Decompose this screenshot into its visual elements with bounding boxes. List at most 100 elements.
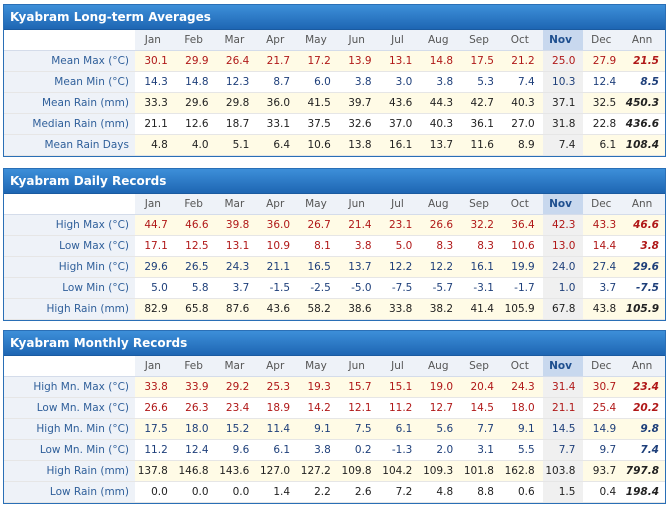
- annual-cell: 23.4: [624, 376, 665, 398]
- value-cell: 2.0: [420, 439, 462, 461]
- month-header[interactable]: Sep: [461, 30, 502, 51]
- value-cell: 15.7: [338, 376, 380, 398]
- annual-cell: 7.4: [624, 439, 665, 461]
- value-cell: 5.1: [216, 134, 258, 156]
- month-header[interactable]: Jun: [338, 194, 380, 215]
- month-header[interactable]: Apr: [257, 356, 299, 377]
- value-cell: 36.4: [501, 214, 543, 236]
- month-header[interactable]: Jan: [135, 194, 176, 215]
- value-cell: 67.8: [542, 298, 584, 320]
- value-cell: 22.8: [583, 113, 625, 135]
- value-cell: 16.5: [298, 256, 339, 278]
- value-cell: -1.5: [257, 277, 299, 299]
- table-row: Low Max (°C) 17.1 12.5 13.1 10.9 8.1 3.8 5.0 8.3…: [4, 235, 665, 257]
- month-header[interactable]: Jan: [135, 356, 176, 377]
- value-cell: 6.1: [379, 418, 421, 440]
- value-cell: 32.5: [583, 92, 625, 114]
- value-cell: 42.3: [542, 214, 584, 236]
- month-header[interactable]: Mar: [216, 30, 258, 51]
- month-header[interactable]: Nov: [542, 30, 584, 51]
- table-row: Mean Rain (mm) 33.3 29.6 29.8 36.0 41.5 39.7 43…: [4, 92, 665, 114]
- month-header[interactable]: Jul: [379, 30, 421, 51]
- month-header[interactable]: Aug: [420, 194, 462, 215]
- value-cell: 127.0: [257, 460, 299, 482]
- month-header[interactable]: Aug: [420, 30, 462, 51]
- value-cell: 18.9: [257, 397, 299, 419]
- month-header[interactable]: Sep: [461, 194, 502, 215]
- month-header[interactable]: Jan: [135, 30, 176, 51]
- table-row: High Min (°C) 29.6 26.5 24.3 21.1 16.5 13.7 12.…: [4, 256, 665, 278]
- value-cell: 13.9: [338, 50, 380, 72]
- month-header[interactable]: May: [298, 30, 339, 51]
- month-header[interactable]: Feb: [175, 30, 217, 51]
- value-cell: 13.7: [338, 256, 380, 278]
- month-header[interactable]: Nov: [542, 194, 584, 215]
- month-header[interactable]: Dec: [583, 356, 625, 377]
- month-header[interactable]: Jul: [379, 356, 421, 377]
- value-cell: 5.5: [501, 439, 543, 461]
- value-cell: 43.3: [583, 214, 625, 236]
- row-label: High Mn. Max (°C): [4, 376, 135, 398]
- value-cell: 43.6: [379, 92, 421, 114]
- month-header[interactable]: Mar: [216, 194, 258, 215]
- month-header[interactable]: Nov: [542, 356, 584, 377]
- value-cell: 19.9: [501, 256, 543, 278]
- month-header[interactable]: Dec: [583, 30, 625, 51]
- month-header[interactable]: Apr: [257, 194, 299, 215]
- value-cell: -5.0: [338, 277, 380, 299]
- month-header[interactable]: Jun: [338, 30, 380, 51]
- month-header[interactable]: Oct: [501, 356, 543, 377]
- month-header[interactable]: Oct: [501, 194, 543, 215]
- value-cell: 41.5: [298, 92, 339, 114]
- value-cell: 24.3: [216, 256, 258, 278]
- value-cell: 26.6: [135, 397, 176, 419]
- table-row: Mean Max (°C) 30.1 29.9 26.4 21.7 17.2 13.9 13.…: [4, 50, 665, 72]
- value-cell: 7.5: [338, 418, 380, 440]
- value-cell: 36.0: [257, 92, 299, 114]
- panel-1: Kyabram Daily Records Jan Feb Mar Apr May Jun J…: [3, 168, 666, 321]
- value-cell: 3.1: [461, 439, 502, 461]
- value-cell: 21.1: [135, 113, 176, 135]
- table-row: High Mn. Max (°C) 33.8 33.9 29.2 25.3 19.3 15.…: [4, 376, 665, 398]
- value-cell: 12.6: [175, 113, 217, 135]
- row-label: Median Rain (mm): [4, 113, 135, 135]
- month-header[interactable]: Dec: [583, 194, 625, 215]
- value-cell: 11.6: [461, 134, 502, 156]
- value-cell: 33.8: [379, 298, 421, 320]
- month-header: Ann: [624, 356, 665, 377]
- table-row: Mean Rain Days 4.8 4.0 5.1 6.4 10.6 13.8 16.1 13…: [4, 134, 665, 156]
- value-cell: 32.2: [461, 214, 502, 236]
- value-cell: 31.4: [542, 376, 584, 398]
- value-cell: 18.7: [216, 113, 258, 135]
- month-header[interactable]: Jun: [338, 356, 380, 377]
- value-cell: 25.4: [583, 397, 625, 419]
- month-header[interactable]: May: [298, 356, 339, 377]
- value-cell: 12.2: [420, 256, 462, 278]
- value-cell: 8.1: [298, 235, 339, 257]
- month-header[interactable]: Feb: [175, 356, 217, 377]
- value-cell: 12.2: [379, 256, 421, 278]
- value-cell: 109.3: [420, 460, 462, 482]
- value-cell: 29.9: [175, 50, 217, 72]
- month-header[interactable]: Oct: [501, 30, 543, 51]
- value-cell: 13.0: [542, 235, 584, 257]
- month-header[interactable]: Feb: [175, 194, 217, 215]
- value-cell: 24.3: [501, 376, 543, 398]
- value-cell: 27.9: [583, 50, 625, 72]
- value-cell: 12.3: [216, 71, 258, 93]
- month-header[interactable]: Jul: [379, 194, 421, 215]
- month-header[interactable]: Sep: [461, 356, 502, 377]
- value-cell: 1.5: [542, 481, 584, 503]
- value-cell: 3.0: [379, 71, 421, 93]
- value-cell: 31.8: [542, 113, 584, 135]
- month-header[interactable]: May: [298, 194, 339, 215]
- panel-title: Kyabram Monthly Records: [4, 331, 665, 356]
- value-cell: 40.3: [420, 113, 462, 135]
- month-header[interactable]: Apr: [257, 30, 299, 51]
- month-header[interactable]: Mar: [216, 356, 258, 377]
- table-row: High Rain (mm) 82.9 65.8 87.6 43.6 58.2 38.6 33…: [4, 298, 665, 320]
- value-cell: 26.3: [175, 397, 217, 419]
- value-cell: 30.7: [583, 376, 625, 398]
- value-cell: 21.2: [501, 50, 543, 72]
- month-header[interactable]: Aug: [420, 356, 462, 377]
